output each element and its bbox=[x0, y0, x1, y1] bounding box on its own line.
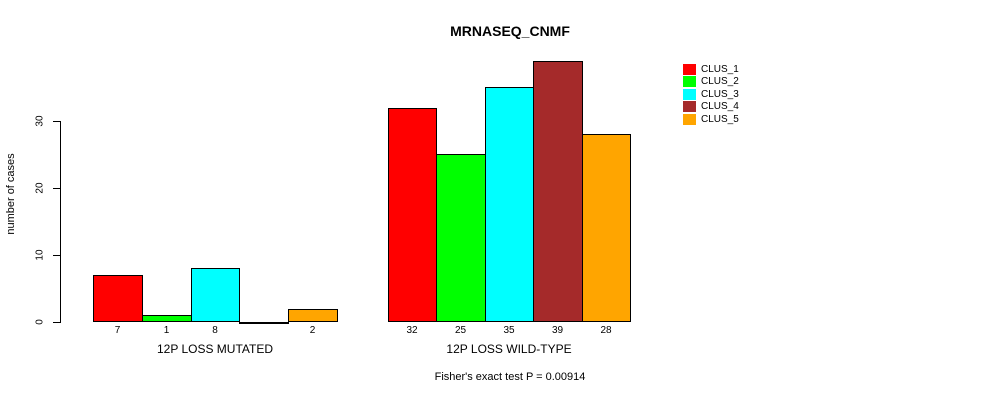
legend-item: CLUS_1 bbox=[683, 63, 739, 76]
bar-value-label: 35 bbox=[503, 325, 515, 336]
legend-item: CLUS_4 bbox=[683, 101, 739, 114]
legend-label: CLUS_3 bbox=[701, 88, 739, 100]
y-axis-tick-label: 0 bbox=[34, 319, 46, 325]
footnote: Fisher's exact test P = 0.00914 bbox=[434, 371, 586, 383]
bar-clus_1-group1 bbox=[93, 275, 143, 322]
bar-clus_1-group2 bbox=[388, 108, 437, 322]
legend-swatch bbox=[683, 101, 696, 113]
legend: CLUS_1 CLUS_2 CLUS_3 CLUS_4 CLUS_5 bbox=[683, 63, 739, 126]
legend-swatch bbox=[683, 76, 696, 88]
bar-value-label: 8 bbox=[212, 325, 218, 336]
bar-clus_5-group2 bbox=[582, 134, 631, 322]
bar-value-label: 28 bbox=[600, 325, 612, 336]
legend-label: CLUS_5 bbox=[701, 113, 739, 125]
y-axis-tick bbox=[53, 188, 61, 189]
y-axis-title: number of cases bbox=[5, 153, 17, 235]
bar-clus_5-group1 bbox=[288, 309, 338, 322]
legend-label: CLUS_1 bbox=[701, 63, 739, 75]
bar-clus_2-group2 bbox=[436, 154, 486, 322]
y-axis-tick bbox=[53, 255, 61, 256]
y-axis-tick-label: 10 bbox=[34, 249, 46, 261]
y-axis-tick-label: 20 bbox=[34, 182, 46, 194]
bar-clus_2-group1 bbox=[142, 315, 192, 322]
legend-swatch bbox=[683, 88, 696, 100]
bar-value-label: 7 bbox=[114, 325, 121, 336]
bar-value-label: 1 bbox=[163, 325, 170, 336]
bar-clus_4-group1 bbox=[239, 322, 289, 324]
y-axis-tick bbox=[53, 322, 61, 323]
legend-label: CLUS_4 bbox=[701, 101, 739, 113]
legend-item: CLUS_5 bbox=[683, 113, 739, 126]
y-axis-tick-label: 30 bbox=[34, 115, 46, 127]
legend-swatch bbox=[683, 63, 696, 75]
legend-item: CLUS_2 bbox=[683, 76, 739, 89]
bar-value-label: 32 bbox=[406, 325, 418, 336]
bar-value-label: 2 bbox=[309, 325, 316, 336]
legend-swatch bbox=[683, 113, 696, 125]
bar-value-label: 39 bbox=[551, 325, 564, 336]
legend-label: CLUS_2 bbox=[701, 76, 739, 88]
bar-clus_3-group2 bbox=[485, 87, 534, 322]
legend-item: CLUS_3 bbox=[683, 88, 739, 101]
y-axis-tick bbox=[53, 121, 61, 122]
bar-clus_4-group2 bbox=[533, 61, 583, 322]
y-axis-line bbox=[60, 121, 61, 323]
bar-value-label: 25 bbox=[454, 325, 467, 336]
x-group-label: 12P LOSS WILD-TYPE bbox=[446, 342, 572, 356]
x-group-label: 12P LOSS MUTATED bbox=[156, 342, 274, 356]
chart-title: MRNASEQ_CNMF bbox=[450, 23, 570, 39]
bar-clus_3-group1 bbox=[191, 268, 240, 322]
